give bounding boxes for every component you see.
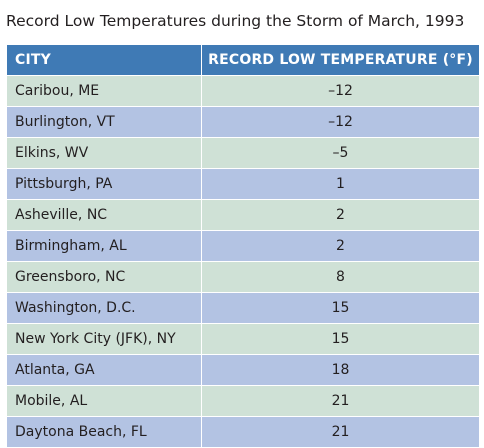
city-cell: Daytona Beach, FL (6, 416, 202, 448)
temperature-cell: 21 (201, 416, 480, 448)
city-cell: New York City (JFK), NY (6, 323, 202, 355)
table-row: Daytona Beach, FL 21 (6, 416, 480, 448)
column-header-city: CITY (6, 44, 202, 76)
city-cell: Birmingham, AL (6, 230, 202, 262)
table-row: Elkins, WV –5 (6, 137, 480, 169)
temperature-cell: 15 (201, 323, 480, 355)
city-cell: Asheville, NC (6, 199, 202, 231)
temperature-cell: 2 (201, 199, 480, 231)
city-cell: Mobile, AL (6, 385, 202, 417)
temperature-cell: –12 (201, 106, 480, 138)
city-cell: Washington, D.C. (6, 292, 202, 324)
city-cell: Elkins, WV (6, 137, 202, 169)
header-row: CITY RECORD LOW TEMPERATURE (°F) (6, 44, 480, 76)
table-title: Record Low Temperatures during the Storm… (6, 12, 465, 30)
table-row: Caribou, ME –12 (6, 75, 480, 107)
temperature-cell: –5 (201, 137, 480, 169)
table-row: New York City (JFK), NY 15 (6, 323, 480, 355)
temperature-cell: 15 (201, 292, 480, 324)
city-cell: Burlington, VT (6, 106, 202, 138)
city-cell: Greensboro, NC (6, 261, 202, 293)
table-row: Washington, D.C. 15 (6, 292, 480, 324)
table-row: Burlington, VT –12 (6, 106, 480, 138)
table-row: Pittsburgh, PA 1 (6, 168, 480, 200)
city-cell: Atlanta, GA (6, 354, 202, 386)
city-cell: Pittsburgh, PA (6, 168, 202, 200)
table-row: Birmingham, AL 2 (6, 230, 480, 262)
record-low-table: CITY RECORD LOW TEMPERATURE (°F) Caribou… (6, 44, 480, 448)
column-header-temperature: RECORD LOW TEMPERATURE (°F) (201, 44, 480, 76)
temperature-cell: 2 (201, 230, 480, 262)
city-cell: Caribou, ME (6, 75, 202, 107)
table-row: Greensboro, NC 8 (6, 261, 480, 293)
table-row: Asheville, NC 2 (6, 199, 480, 231)
table-row: Mobile, AL 21 (6, 385, 480, 417)
temperature-cell: 8 (201, 261, 480, 293)
table-row: Atlanta, GA 18 (6, 354, 480, 386)
temperature-cell: 1 (201, 168, 480, 200)
temperature-cell: 21 (201, 385, 480, 417)
temperature-cell: 18 (201, 354, 480, 386)
temperature-cell: –12 (201, 75, 480, 107)
